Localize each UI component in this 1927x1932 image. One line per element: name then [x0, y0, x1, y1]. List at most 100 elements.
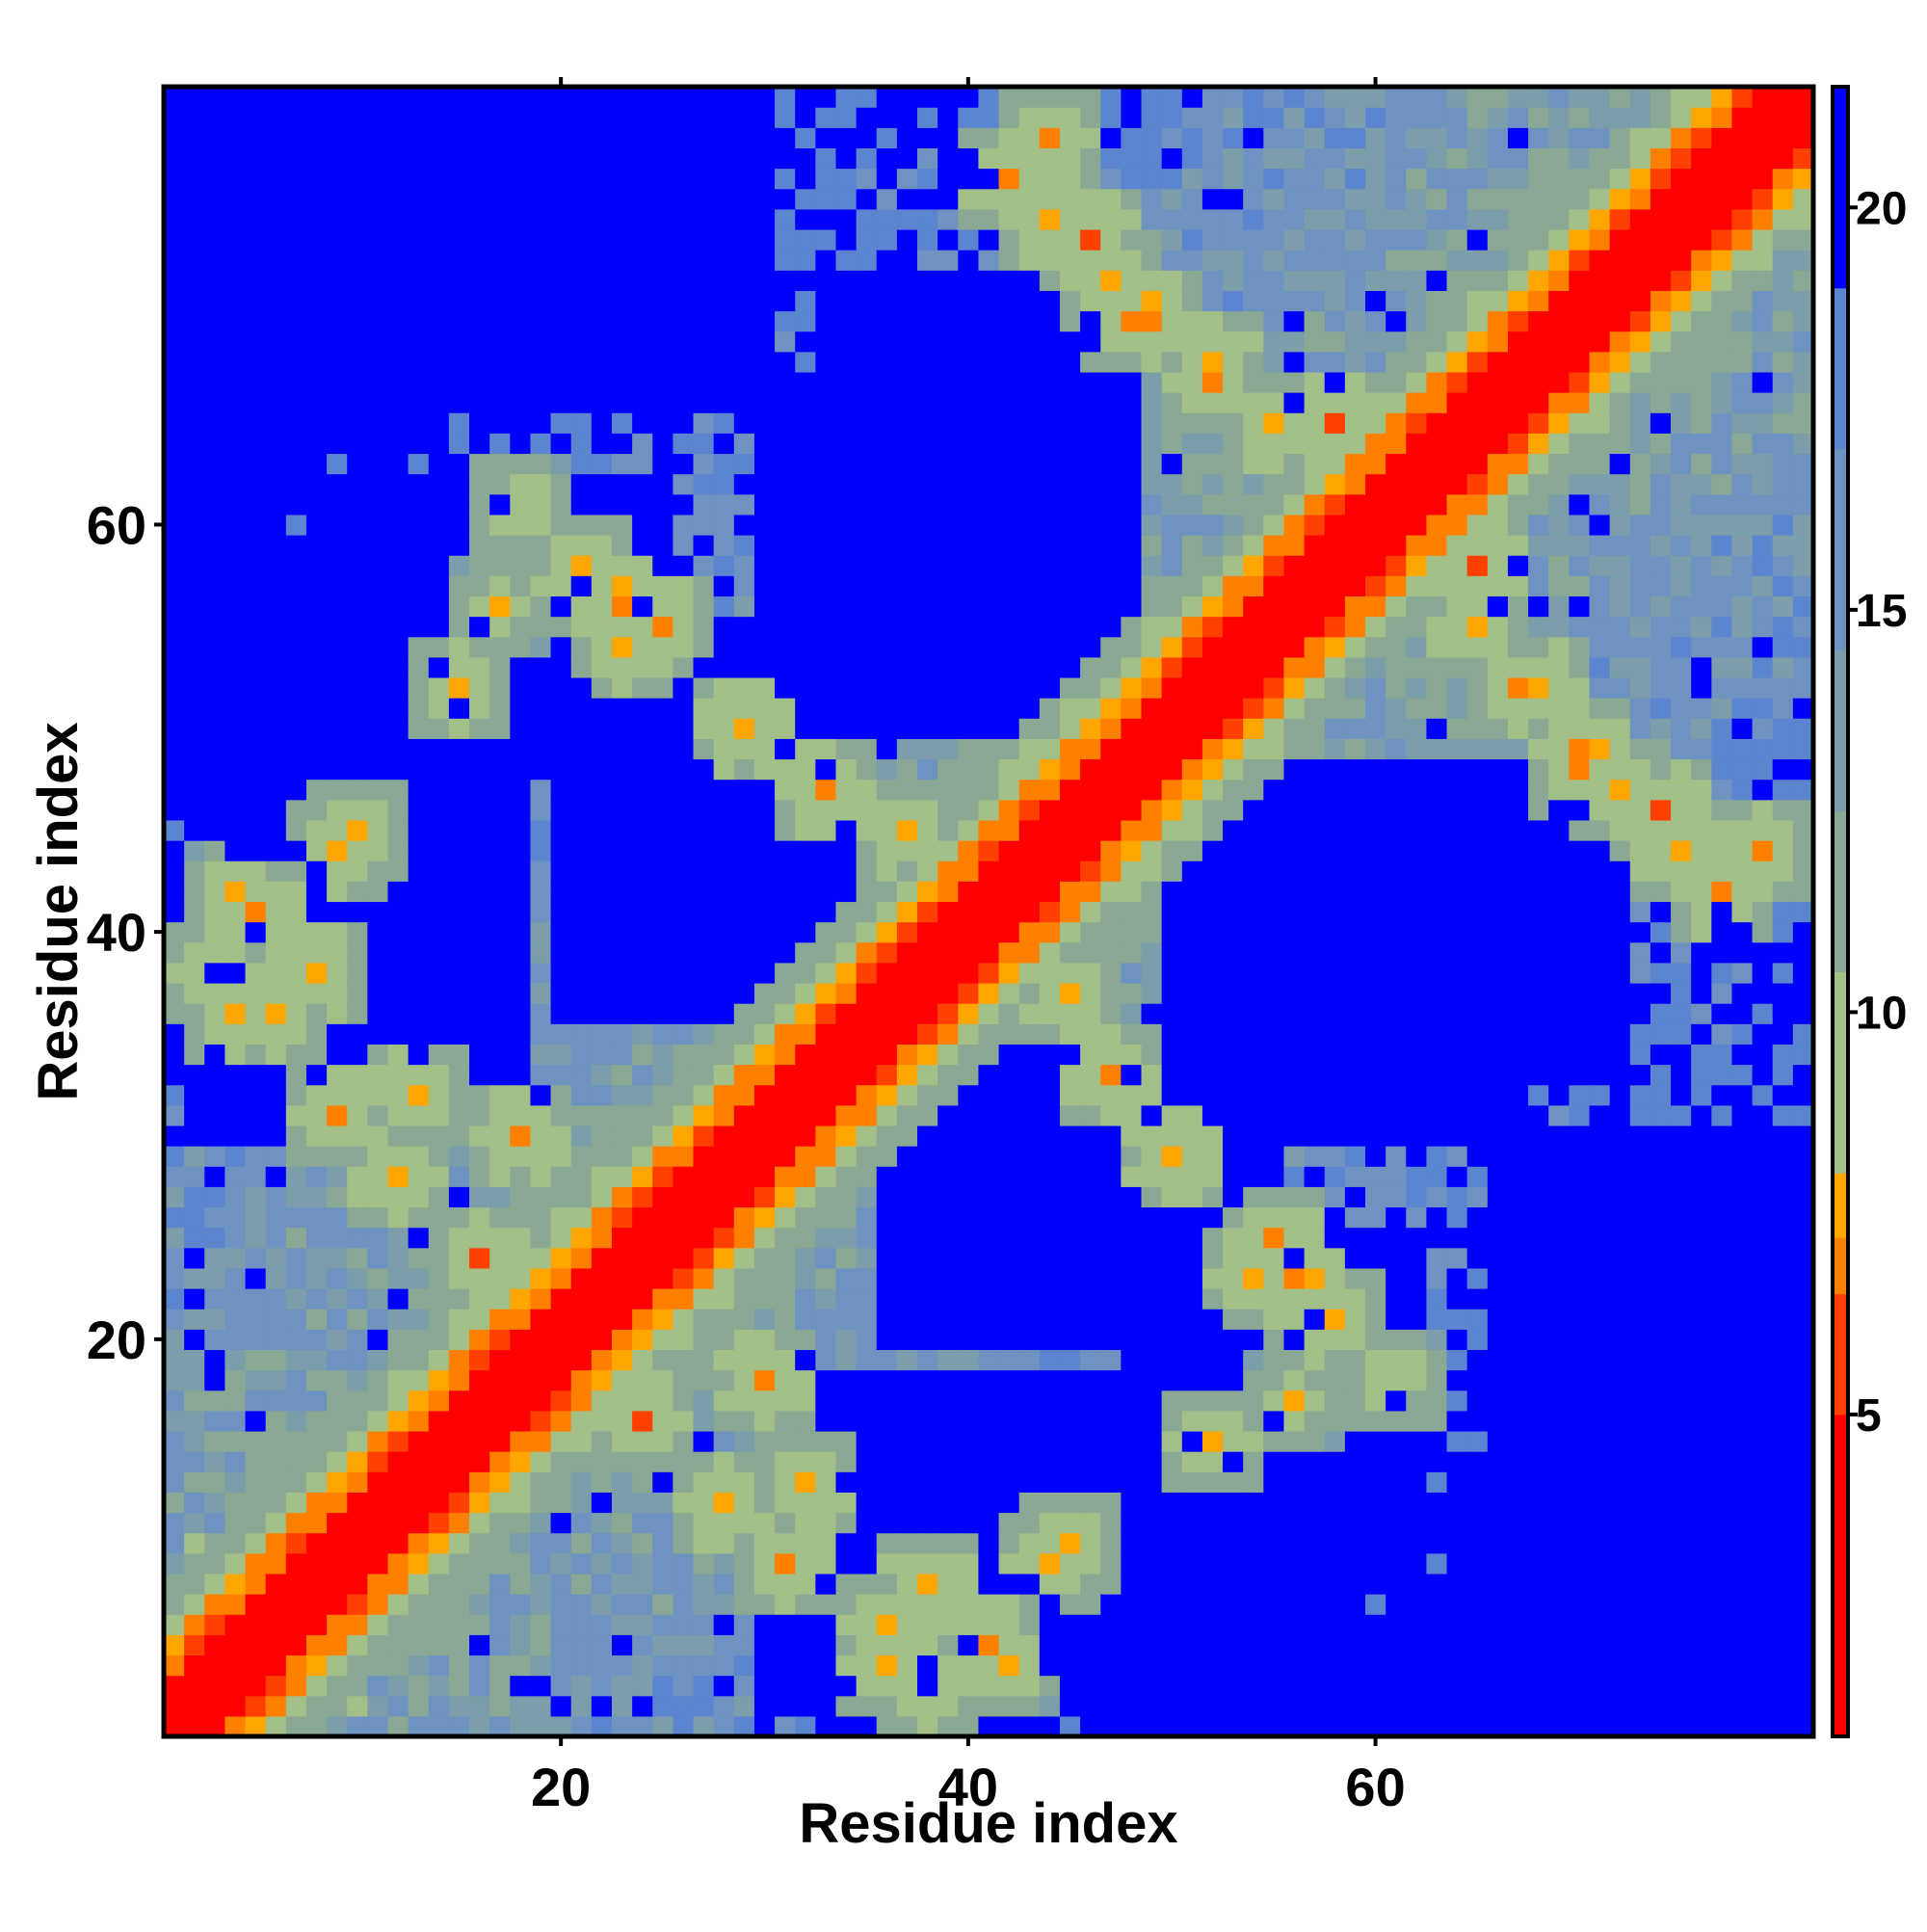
heatmap-cell: [835, 1084, 858, 1106]
heatmap-cell: [1386, 87, 1407, 108]
heatmap-cell: [1304, 188, 1326, 210]
heatmap-cell: [1304, 1166, 1326, 1187]
heatmap-cell: [856, 371, 878, 393]
heatmap-cell: [795, 819, 816, 841]
heatmap-cell: [1304, 901, 1326, 923]
heatmap-cell: [1080, 310, 1101, 332]
heatmap-cell: [1201, 616, 1224, 638]
heatmap-cell: [347, 250, 368, 271]
heatmap-cell: [1181, 228, 1203, 251]
heatmap-cell: [224, 392, 247, 413]
heatmap-cell: [367, 1369, 389, 1391]
heatmap-cell: [1243, 371, 1264, 393]
heatmap-cell: [1018, 1247, 1041, 1269]
heatmap-cell: [693, 127, 715, 149]
heatmap-cell: [1283, 228, 1306, 251]
heatmap-cell: [1406, 860, 1428, 882]
heatmap-cell: [245, 371, 267, 393]
heatmap-cell: [795, 575, 816, 596]
heatmap-cell: [1304, 290, 1326, 312]
heatmap-cell: [327, 840, 348, 861]
heatmap-cell: [1039, 168, 1061, 190]
heatmap-cell: [998, 1186, 1020, 1208]
heatmap-cell: [591, 250, 613, 271]
heatmap-cell: [1243, 208, 1264, 230]
heatmap-cell: [550, 982, 572, 1004]
heatmap-cell: [285, 860, 307, 882]
heatmap-cell: [1283, 982, 1306, 1004]
heatmap-cell: [448, 310, 470, 332]
heatmap-cell: [1121, 433, 1143, 455]
heatmap-cell: [591, 1614, 613, 1635]
heatmap-cell: [815, 698, 837, 719]
heatmap-cell: [428, 1064, 450, 1086]
heatmap-cell: [387, 1552, 409, 1575]
heatmap-cell: [611, 962, 633, 984]
heatmap-cell: [835, 881, 858, 903]
heatmap-cell: [1365, 107, 1386, 128]
heatmap-cell: [611, 1634, 633, 1656]
heatmap-cell: [1121, 656, 1143, 678]
heatmap-cell: [1059, 270, 1081, 291]
heatmap-cell: [184, 1634, 205, 1656]
heatmap-cell: [733, 962, 755, 984]
heatmap-cell: [1243, 1329, 1264, 1351]
heatmap-cell: [305, 1247, 328, 1269]
heatmap-cell: [876, 107, 898, 128]
heatmap-cell: [1406, 1125, 1428, 1147]
heatmap-cell: [753, 1125, 776, 1147]
heatmap-cell: [693, 331, 715, 353]
heatmap-cell: [1080, 473, 1101, 495]
heatmap-cell: [978, 1552, 1000, 1575]
heatmap-cell: [224, 738, 247, 760]
heatmap-cell: [387, 371, 409, 393]
heatmap-cell: [1243, 1146, 1264, 1167]
heatmap-cell: [591, 1430, 613, 1452]
heatmap-cell: [1223, 1267, 1244, 1289]
heatmap-cell: [775, 941, 796, 964]
heatmap-cell: [632, 738, 653, 760]
heatmap-cell: [408, 1166, 430, 1187]
heatmap-cell: [224, 1512, 247, 1534]
heatmap-cell: [265, 1227, 287, 1249]
heatmap-cell: [958, 453, 980, 475]
heatmap-cell: [978, 1654, 1000, 1677]
heatmap-cell: [408, 1552, 430, 1575]
heatmap-cell: [164, 1369, 185, 1391]
heatmap-cell: [367, 1675, 389, 1697]
heatmap-cell: [1018, 1675, 1041, 1697]
heatmap-cell: [1018, 636, 1041, 658]
heatmap-cell: [1039, 1471, 1061, 1493]
heatmap-cell: [327, 453, 348, 475]
heatmap-cell: [1263, 555, 1285, 576]
heatmap-cell: [1263, 799, 1285, 821]
heatmap-cell: [1059, 1492, 1081, 1514]
heatmap-cell: [775, 1573, 796, 1595]
heatmap-cell: [958, 1715, 980, 1737]
heatmap-cell: [245, 534, 267, 556]
heatmap-cell: [611, 1104, 633, 1126]
heatmap-cell: [1141, 127, 1163, 149]
heatmap-cell: [1304, 127, 1326, 149]
heatmap-cell: [673, 555, 695, 576]
heatmap-cell: [510, 1125, 532, 1147]
heatmap-cell: [265, 1125, 287, 1147]
heatmap-cell: [815, 575, 837, 596]
heatmap-cell: [367, 799, 389, 821]
heatmap-cell: [408, 270, 430, 291]
heatmap-cell: [1201, 1594, 1224, 1615]
heatmap-cell: [387, 534, 409, 556]
heatmap-cell: [1039, 412, 1061, 434]
heatmap-cell: [1324, 1146, 1346, 1167]
heatmap-cell: [1365, 1715, 1386, 1737]
heatmap-cell: [998, 1430, 1020, 1452]
heatmap-cell: [408, 1146, 430, 1167]
heatmap-cell: [1121, 208, 1143, 230]
heatmap-cell: [896, 656, 918, 678]
heatmap-cell: [753, 1634, 776, 1656]
heatmap-cell: [1161, 1288, 1183, 1310]
heatmap-cell: [1386, 1634, 1407, 1656]
heatmap-cell: [1121, 1654, 1143, 1677]
heatmap-cell: [347, 1614, 368, 1635]
heatmap-cell: [652, 1247, 673, 1269]
